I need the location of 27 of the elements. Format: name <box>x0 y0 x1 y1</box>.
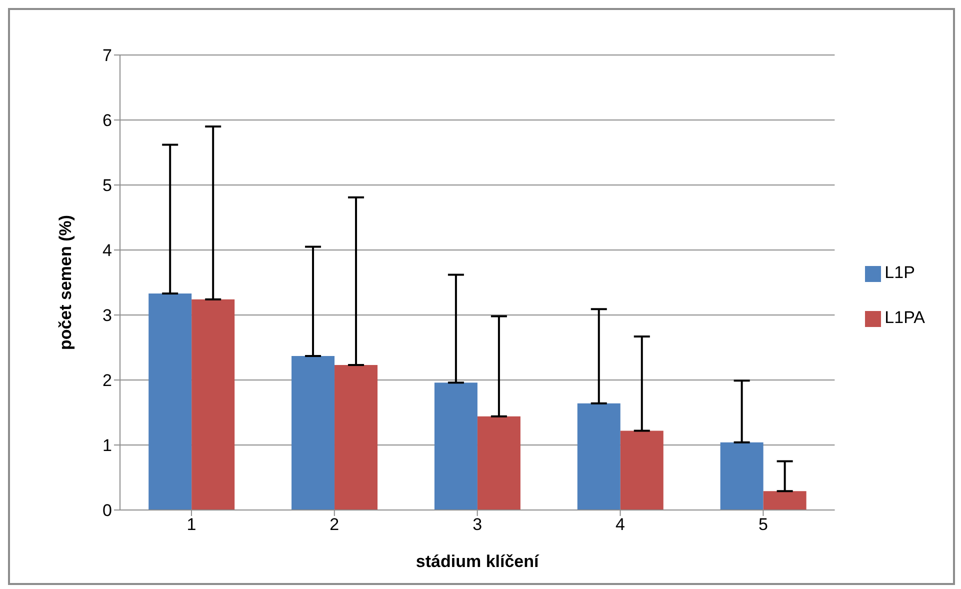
y-tick-label: 2 <box>102 371 112 390</box>
y-tick-label: 4 <box>102 241 112 260</box>
y-axis-title: počet semen (%) <box>56 214 76 350</box>
x-tick-label: 3 <box>472 515 482 534</box>
y-tick-label: 6 <box>102 111 112 130</box>
x-tick-label: 5 <box>758 515 768 534</box>
bar <box>334 365 378 510</box>
y-tick-label: 1 <box>102 436 112 456</box>
y-tick-label: 3 <box>102 306 112 326</box>
bar <box>720 442 764 510</box>
x-tick-label: 1 <box>186 515 196 534</box>
bar <box>477 416 520 510</box>
y-tick-label: 5 <box>102 176 112 196</box>
bar <box>763 491 806 510</box>
x-axis-title: stádium klíčení <box>416 552 540 572</box>
y-tick-label: 0 <box>102 501 112 520</box>
bar <box>434 382 478 510</box>
y-tick-label: 7 <box>102 46 112 66</box>
legend-label: L1PA <box>884 308 925 327</box>
bar <box>192 299 235 510</box>
bar <box>620 430 664 510</box>
x-tick-label: 4 <box>616 515 626 534</box>
legend-label: L1P <box>884 263 915 282</box>
bar <box>148 294 192 510</box>
bar <box>577 403 620 510</box>
bar <box>292 356 335 510</box>
x-tick-label: 2 <box>330 515 340 534</box>
